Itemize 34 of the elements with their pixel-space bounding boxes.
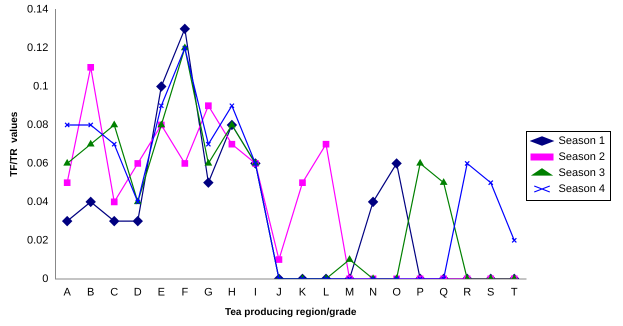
x-tick-label: O — [392, 286, 402, 298]
y-tick-label: 0.12 — [26, 42, 48, 54]
x-tick-label: C — [110, 286, 118, 298]
x-axis-title: Tea producing region/grade — [224, 306, 357, 318]
x-tick-label: J — [276, 286, 282, 298]
x-tick-label: I — [254, 286, 257, 298]
y-axis-title: TF/TR values — [8, 111, 20, 177]
legend-label: Season 3 — [558, 167, 606, 180]
x-tick-label: B — [87, 286, 94, 298]
legend-label: Season 1 — [558, 135, 606, 148]
y-tick-label: 0.1 — [33, 80, 48, 93]
y-tick-label: 0.02 — [26, 234, 48, 246]
y-tick-label: 0.04 — [26, 196, 48, 208]
x-tick-label: K — [298, 286, 307, 298]
y-tick-label: 0 — [42, 272, 48, 285]
x-tick-label: H — [228, 286, 236, 298]
x-tick-label: T — [510, 286, 518, 298]
x-tick-label: E — [158, 286, 165, 298]
y-tick-label: 0.14 — [26, 4, 48, 16]
x-tick-label: D — [134, 286, 142, 298]
y-tick-label: 0.06 — [26, 157, 48, 170]
x-tick-label: G — [204, 286, 213, 298]
x-tick-label: R — [463, 286, 472, 298]
x-tick-label: Q — [439, 286, 448, 298]
x-tick-label: M — [344, 286, 354, 298]
x-tick-label: S — [487, 286, 494, 298]
x-tick-label: N — [369, 286, 378, 298]
legend-label: Season 2 — [558, 151, 606, 164]
x-tick-label: A — [64, 286, 72, 298]
legend-label: Season 4 — [558, 183, 606, 196]
x-tick-label: L — [322, 286, 330, 298]
x-tick-label: F — [181, 286, 188, 298]
x-tick-label: P — [416, 286, 424, 298]
y-tick-label: 0.08 — [26, 119, 48, 132]
